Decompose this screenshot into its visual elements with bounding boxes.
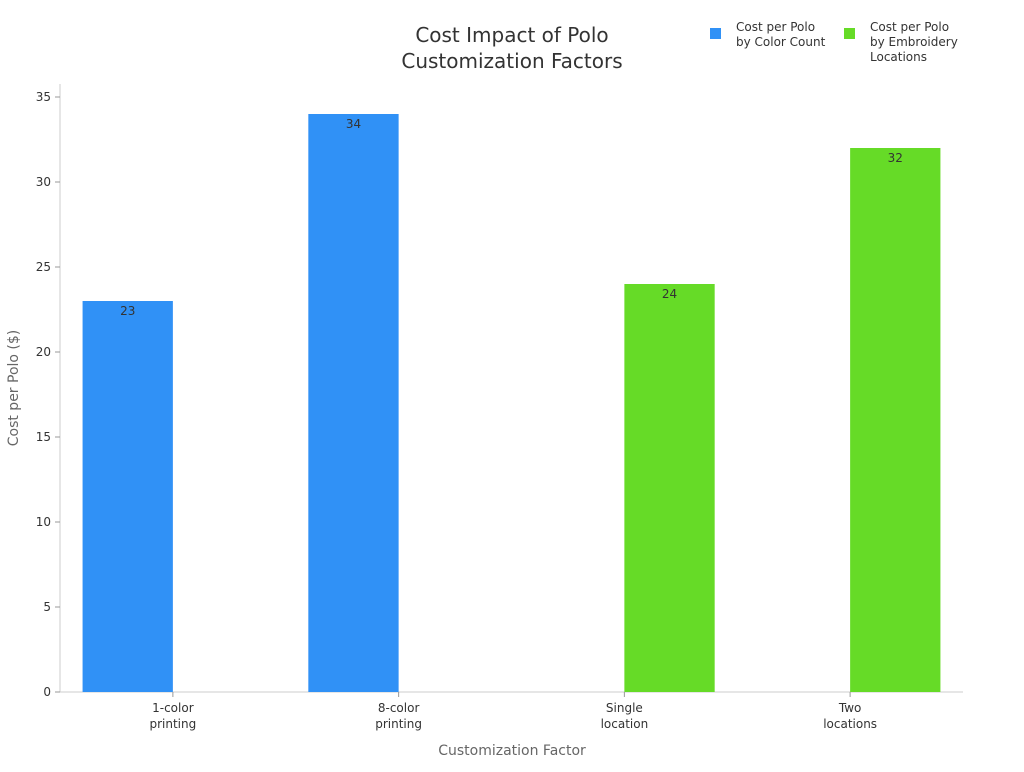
- bar: [82, 301, 173, 692]
- y-tick-label: 35: [36, 90, 51, 104]
- y-axis-ticks: 0 5 10 15 20 25 30 35: [36, 90, 60, 699]
- x-tick-label: Single: [606, 701, 643, 715]
- legend-label: by Color Count: [736, 35, 826, 49]
- x-tick-label: 8-color: [378, 701, 420, 715]
- y-tick-label: 20: [36, 345, 51, 359]
- x-tick-label: printing: [375, 717, 422, 731]
- legend-label: by Embroidery: [870, 35, 958, 49]
- bar-data-label: 24: [662, 287, 677, 301]
- legend-swatch: [710, 28, 721, 39]
- y-tick-label: 25: [36, 260, 51, 274]
- y-tick-label: 15: [36, 430, 51, 444]
- legend-label: Locations: [870, 50, 927, 64]
- y-tick-label: 0: [43, 685, 51, 699]
- x-axis-ticks: 1-color printing 8-color printing Single loca…: [149, 692, 877, 731]
- bar-data-label: 32: [888, 151, 903, 165]
- legend-label: Cost per Polo: [736, 20, 815, 34]
- legend-label: Cost per Polo: [870, 20, 949, 34]
- y-axis-label: Cost per Polo ($): [6, 330, 22, 447]
- chart-title-line-1: Cost Impact of Polo: [415, 23, 608, 47]
- bar-data-label: 34: [346, 117, 361, 131]
- x-axis-label: Customization Factor: [438, 743, 586, 759]
- legend-swatch: [844, 28, 855, 39]
- bar: [624, 284, 715, 692]
- x-tick-label: location: [601, 717, 649, 731]
- chart-title-line-2: Customization Factors: [401, 49, 622, 73]
- y-tick-label: 5: [43, 600, 51, 614]
- x-tick-label: Two: [838, 701, 862, 715]
- y-tick-label: 10: [36, 515, 51, 529]
- bar: [308, 114, 399, 692]
- x-tick-label: locations: [823, 717, 877, 731]
- x-tick-label: printing: [149, 717, 196, 731]
- bars: 23 34 24 32: [82, 114, 941, 692]
- x-tick-label: 1-color: [152, 701, 194, 715]
- bar: [850, 148, 941, 692]
- bar-data-label: 23: [120, 304, 135, 318]
- y-tick-label: 30: [36, 175, 51, 189]
